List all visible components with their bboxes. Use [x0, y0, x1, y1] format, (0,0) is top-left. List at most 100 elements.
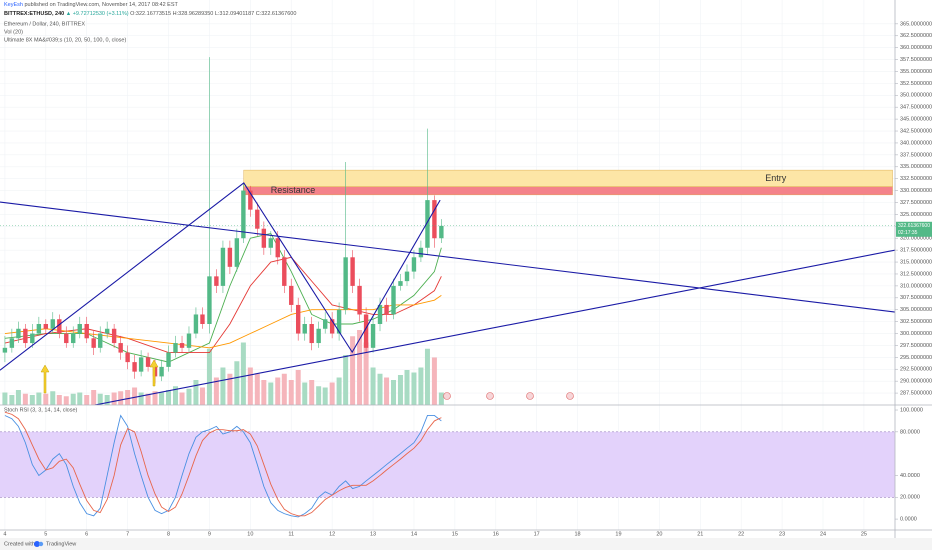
volume-bar: [261, 380, 267, 405]
y-tick-label: 292.5000000: [900, 367, 932, 373]
trendline: [94, 249, 895, 405]
volume-bar: [343, 355, 349, 405]
volume-bar: [397, 375, 403, 405]
candle-body: [111, 328, 117, 344]
volume-bar: [29, 395, 35, 405]
volume-bar: [302, 382, 308, 405]
volume-bar: [199, 387, 205, 405]
candle-body: [43, 324, 49, 329]
candle-body: [418, 247, 424, 258]
footer-created: Created with: [4, 541, 35, 547]
y-tick-label: 337.5000000: [900, 152, 932, 158]
candle-body: [220, 247, 226, 286]
x-tick-label: 25: [861, 531, 867, 537]
footer-brand: TradingView: [46, 541, 76, 547]
price-pane: Entry Resistance: [0, 57, 895, 405]
candle-body: [30, 333, 35, 344]
event-icon: [566, 392, 574, 400]
candle-body: [200, 314, 205, 324]
volume-bar: [268, 382, 274, 405]
x-tick-label: 23: [779, 531, 785, 537]
volume-bar: [295, 370, 301, 405]
candle-body: [9, 338, 15, 348]
x-tick-label: 15: [452, 531, 458, 537]
volume-bar: [329, 382, 335, 405]
x-tick-label: 8: [167, 531, 170, 537]
candle-body: [186, 333, 192, 348]
volume-bar: [281, 373, 287, 405]
volume-bar: [15, 390, 21, 405]
candle-body: [71, 333, 76, 344]
x-tick-label: 6: [85, 531, 88, 537]
stoch-title: Stoch RSI (3, 3, 14, 14, close): [4, 407, 78, 413]
y-tick-label: 100.0000: [900, 407, 923, 413]
y-tick-label: 20.0000: [900, 495, 920, 501]
stoch-pane: [0, 411, 895, 518]
logo-mark: [34, 541, 40, 547]
y-tick-label: 305.0000000: [900, 307, 932, 313]
candle-body: [363, 314, 369, 348]
candle-body: [261, 228, 267, 248]
event-icon: [443, 392, 451, 400]
volume-bar: [206, 348, 212, 405]
volume-bar: [159, 392, 165, 405]
y-tick-label: 317.5000000: [900, 248, 932, 254]
x-tick-label: 24: [820, 531, 826, 537]
volume-bar: [43, 393, 49, 405]
candle-body: [179, 343, 185, 348]
trendline: [0, 201, 895, 313]
y-tick-label: 332.5000000: [900, 176, 932, 182]
volume-bar: [36, 392, 42, 405]
volume-bar: [336, 377, 342, 405]
candle-body: [398, 281, 403, 286]
candle-body: [227, 247, 233, 267]
x-tick-label: 16: [493, 531, 499, 537]
volume-bar: [227, 373, 233, 405]
arrow: [40, 364, 50, 394]
volume-bar: [104, 395, 110, 405]
volume-bar: [97, 393, 103, 405]
candle-body: [295, 304, 301, 334]
volume-bar: [193, 380, 199, 405]
candle-body: [241, 190, 246, 239]
candle-body: [268, 238, 273, 248]
candle-body: [2, 347, 8, 353]
candle-body: [289, 285, 294, 305]
volume-bar: [179, 392, 185, 405]
zone-label: Entry: [765, 173, 787, 183]
candle-body: [370, 324, 376, 348]
x-tick-label: 19: [615, 531, 621, 537]
volume-bar: [91, 390, 97, 405]
x-tick-label: 20: [656, 531, 662, 537]
volume-bar: [438, 392, 444, 405]
x-tick-label: 17: [534, 531, 540, 537]
x-tick-label: 10: [247, 531, 253, 537]
volume-bar: [145, 393, 151, 405]
y-tick-label: 340.0000000: [900, 140, 932, 146]
y-tick-label: 350.0000000: [900, 93, 932, 99]
candle-body: [173, 343, 178, 353]
x-tick-label: 9: [208, 531, 211, 537]
volume-bar: [50, 391, 56, 405]
candle-body: [118, 343, 123, 353]
volume-bar: [70, 393, 76, 405]
volume-bar: [309, 380, 315, 405]
candle-body: [159, 366, 164, 377]
x-tick-label: 13: [370, 531, 376, 537]
countdown: 02:17:35: [898, 230, 918, 236]
candle-body: [350, 257, 355, 286]
volume-bar: [288, 380, 294, 405]
volume-bar: [377, 373, 383, 405]
volume-bar: [172, 386, 178, 405]
ohlc: O:322.16773515 H:328.96289350 L:312.0940…: [130, 11, 296, 17]
ma-title: Ultimate 8X MA&#039;s (10, 20, 50, 100, …: [4, 37, 126, 43]
y-tick-label: 290.0000000: [900, 379, 932, 385]
candle-body: [255, 209, 260, 229]
volume-bar: [322, 387, 328, 405]
y-tick-label: 352.5000000: [900, 81, 932, 87]
event-icon: [486, 392, 494, 400]
volume-bar: [411, 372, 417, 405]
header-line: BITTREX:ETHUSD, 240 ▲ +9.72712530 (+3.11…: [4, 11, 296, 17]
y-tick-label: 40.0000: [900, 473, 920, 479]
